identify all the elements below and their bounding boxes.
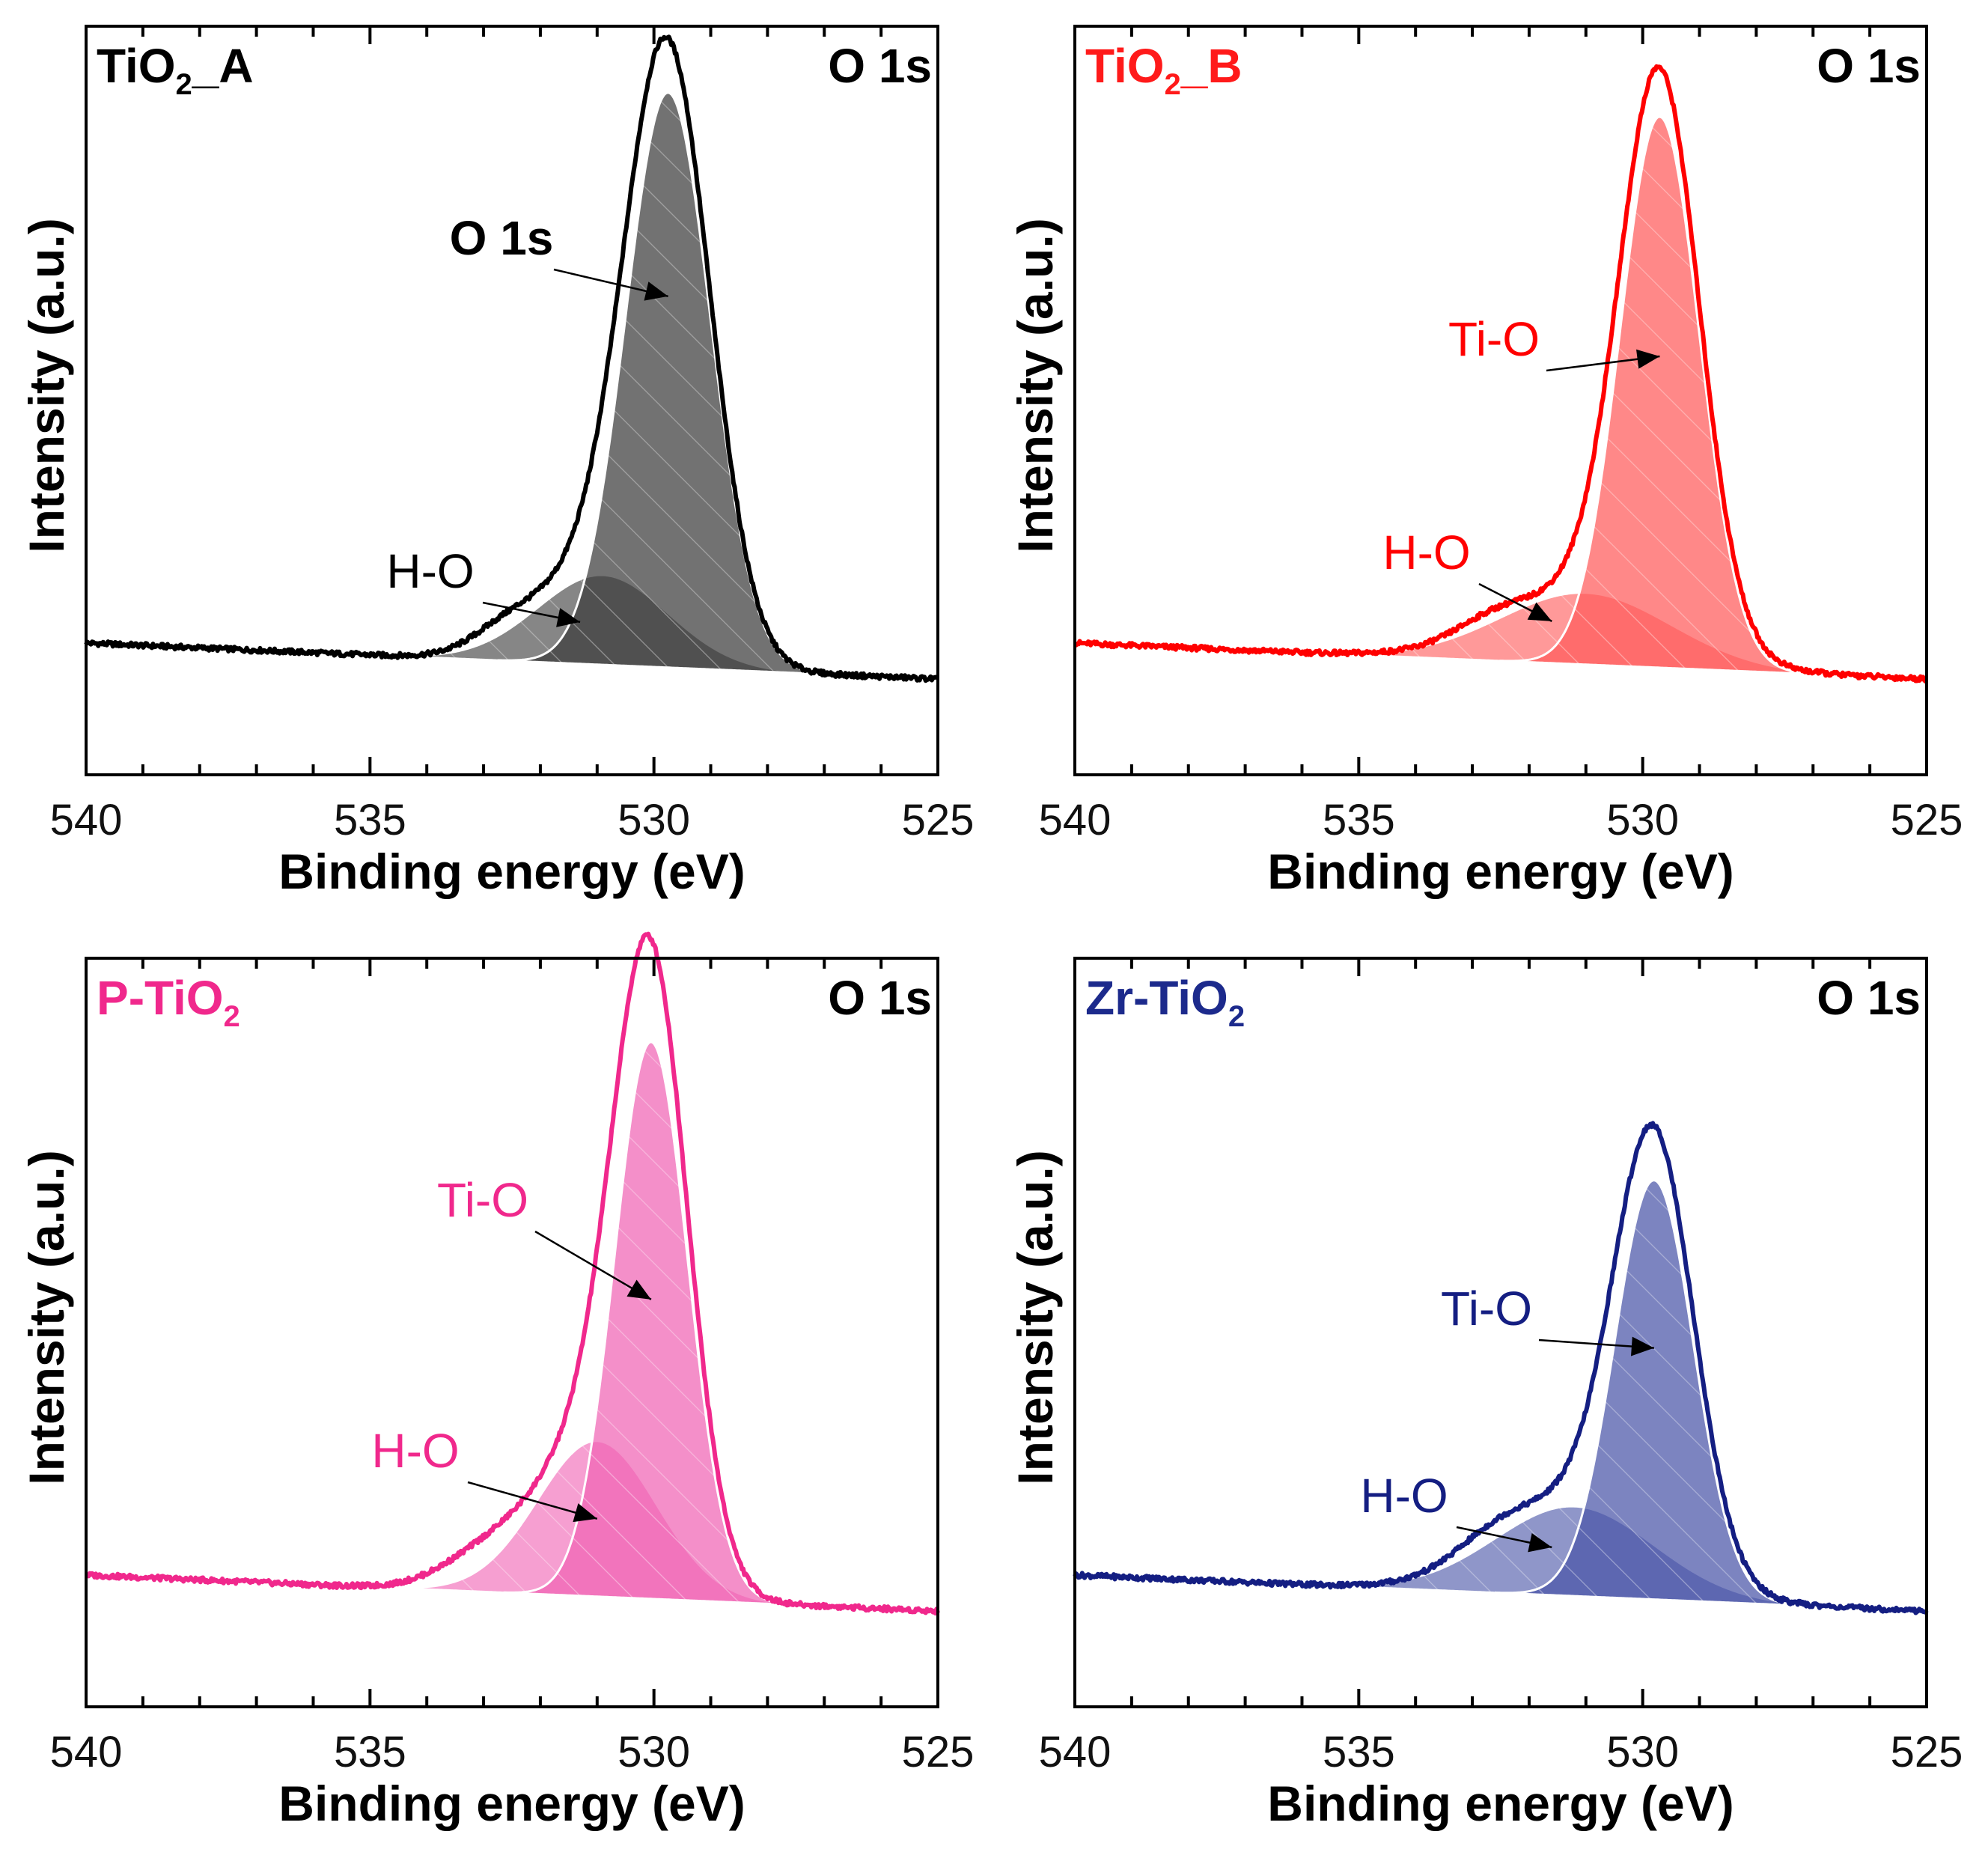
x-axis-label: Binding energy (eV) [1267,844,1734,899]
panel-2: 540 535 530 525 Binding energy (eV) Intensity… [1007,25,1963,899]
spectrum-line [1073,64,1928,684]
x-ticks [1073,958,1928,1707]
component-ti-o-hatch [498,92,838,675]
region-label: O 1s [1817,39,1921,93]
annotation-label: Ti-O [1441,1282,1532,1336]
x-tick-label: 525 [1891,796,1963,844]
component-ti-o-hatch [1495,1180,1813,1607]
x-tick-label: 530 [1606,1728,1679,1776]
panel-4: 540 535 530 525 Binding energy (eV) Intensity… [1007,957,1963,1831]
plot-frame [1073,957,1928,1708]
x-ticks [85,958,939,1707]
sample-label: TiO2_B [1085,39,1242,101]
x-tick-label: 530 [618,1728,690,1776]
x-tick-label: 540 [1039,796,1112,844]
x-tick-label: 535 [334,1728,406,1776]
x-tick-label: 535 [1323,796,1395,844]
sample-label: TiO2_A [97,39,254,101]
x-axis-label: Binding energy (eV) [278,844,745,899]
annotation-label: Ti-O [1448,312,1540,366]
region-label: O 1s [828,39,932,93]
component-ti-o-hatch [504,1041,798,1606]
x-tick-label: 535 [1323,1728,1395,1776]
y-axis-label: Intensity (a.u.) [1007,1150,1063,1484]
annotation-arrow-head [556,608,581,627]
y-axis-label: Intensity (a.u.) [19,1150,74,1484]
x-tick-label: 530 [618,796,690,844]
annotation-label: H-O [386,544,474,598]
annotation-arrow-head [1527,602,1552,621]
x-tick-label: 530 [1606,796,1679,844]
annotation-arrow-head [1636,349,1660,369]
y-axis-label: Intensity (a.u.) [19,218,74,552]
y-axis-label: Intensity (a.u.) [1007,218,1063,552]
annotation-arrow-head [1631,1336,1654,1356]
plot-frame [1073,25,1928,776]
annotation-arrow-head [1528,1532,1552,1553]
annotation-label: H-O [371,1424,459,1478]
plot-frame [85,957,939,1708]
annotation-label: H-O [1360,1469,1448,1523]
spectrum-line [85,931,940,1615]
sample-label: P-TiO2 [97,971,240,1033]
plot-frame [85,25,939,776]
x-tick-label: 525 [902,1728,975,1776]
x-tick-label: 540 [50,1728,123,1776]
annotation-arrow-head [573,1503,597,1523]
x-axis-label: Binding energy (eV) [278,1776,745,1831]
x-ticks [1073,26,1928,775]
x-tick-label: 525 [902,796,975,844]
x-axis-label: Binding energy (eV) [1267,1776,1734,1831]
region-label: O 1s [1817,971,1921,1025]
spectrum-line [1073,1121,1929,1615]
panel-3: 540 535 530 525 Binding energy (eV) Intensity… [19,931,975,1831]
x-tick-label: 540 [50,796,123,844]
annotation-label: Ti-O [437,1173,528,1227]
annotation-label: H-O [1382,526,1470,579]
annotation-arrow-head [626,1279,651,1300]
x-tick-label: 535 [334,796,406,844]
component-ti-o-hatch [1501,117,1819,674]
annotation-arrow-head [644,281,668,301]
x-ticks [85,26,939,775]
annotation-label: O 1s [450,211,554,265]
sample-label: Zr-TiO2 [1085,971,1245,1033]
region-label: O 1s [828,971,932,1025]
x-tick-label: 540 [1039,1728,1112,1776]
x-tick-label: 525 [1891,1728,1963,1776]
panel-1: 540 535 530 525 Binding energy (eV) Intensity… [19,25,975,899]
spectrum-line [84,34,939,683]
